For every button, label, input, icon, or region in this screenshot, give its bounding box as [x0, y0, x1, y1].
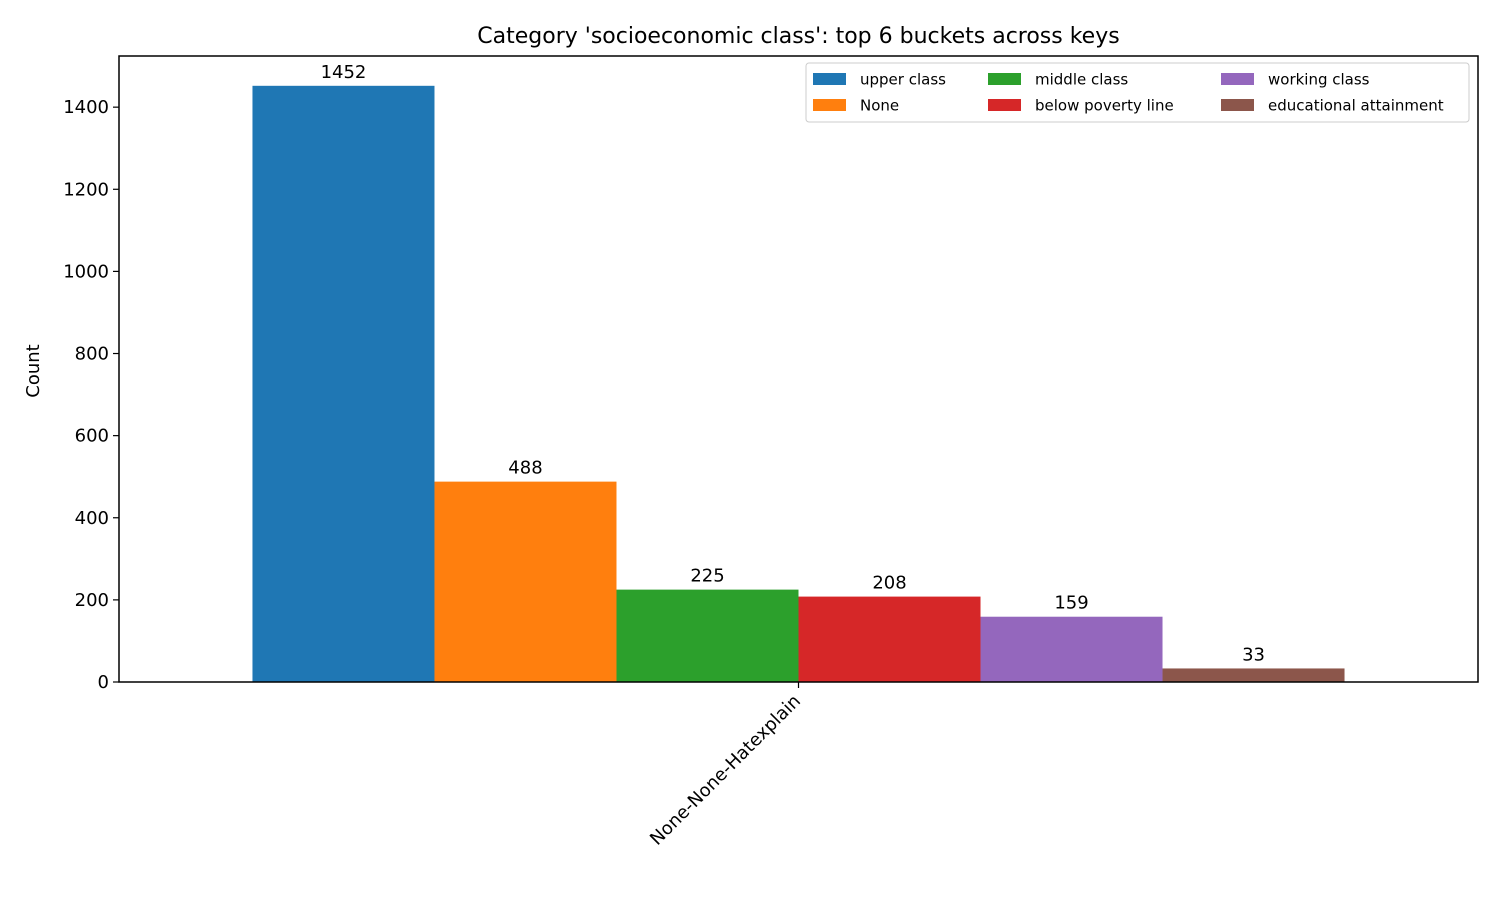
y-axis: 0 200 400 600 800 1000 1200 1400 [63, 97, 119, 693]
bar-value-label: 488 [508, 458, 542, 479]
y-tick-label: 0 [98, 672, 109, 693]
bar-middle-class [616, 589, 799, 682]
y-axis-label: Count [23, 344, 44, 397]
legend-box [805, 62, 1470, 123]
y-tick-label: 400 [75, 508, 109, 529]
bar-upper-class [252, 85, 435, 683]
legend-swatch [988, 99, 1021, 111]
y-tick-label: 1000 [63, 261, 109, 282]
bar-value-label: 159 [1054, 593, 1088, 614]
y-tick-label: 800 [75, 344, 109, 365]
bar-working-class [980, 616, 1163, 682]
legend-entry-label: middle class [1035, 71, 1128, 89]
bar-value-label: 1452 [321, 62, 367, 83]
bar-below-poverty-line [798, 596, 981, 682]
bar-value-label: 33 [1242, 644, 1265, 665]
bar-value-label: 225 [690, 566, 724, 587]
bar-educational-attainment [1162, 668, 1345, 682]
chart-title: Category 'socioeconomic class': top 6 bu… [477, 24, 1119, 49]
y-tick-label: 200 [75, 590, 109, 611]
legend-entry-label: below poverty line [1035, 97, 1174, 115]
plot-area: 1452 488 225 208 159 33 [252, 62, 1345, 683]
legend-swatch [1221, 99, 1254, 111]
y-tick-label: 1200 [63, 179, 109, 200]
legend-entry-label: working class [1268, 71, 1370, 89]
y-tick-label: 1400 [63, 97, 109, 118]
bar-value-label: 208 [872, 573, 906, 594]
y-tick-label: 600 [75, 426, 109, 447]
bar-none [434, 481, 617, 682]
legend-swatch [813, 73, 846, 85]
legend-swatch [988, 73, 1021, 85]
legend-swatch [1221, 73, 1254, 85]
legend: upper class None middle class below poverty… [805, 62, 1470, 123]
legend-entry-label: upper class [860, 71, 946, 89]
legend-entry-label: educational attainment [1268, 97, 1444, 115]
legend-entry-label: None [860, 97, 899, 115]
legend-swatch [813, 99, 846, 111]
